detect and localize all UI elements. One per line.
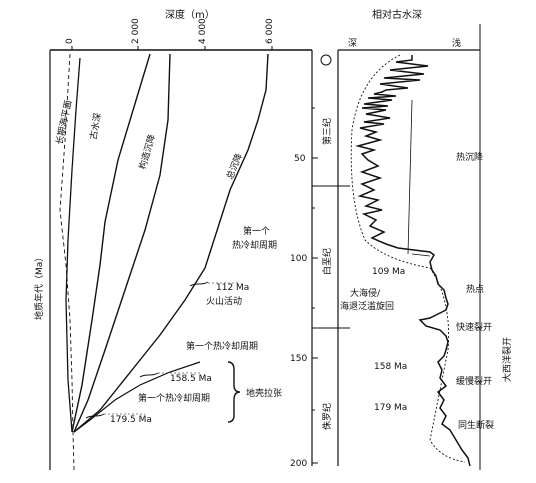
depth-tick-2000: 2 000 [131,18,141,44]
syn-rift-label: 同生断裂 [458,419,494,431]
leader-line-109 [407,99,413,255]
paleo-depth-envelope [350,54,466,463]
atlantic-rifting-label: 大西洋裂开 [501,337,513,382]
fast-rifting-label: 快速裂开 [456,321,492,333]
sea-level-curve [59,53,75,471]
depth-tick-4000: 4 000 [198,18,208,44]
volcanic-activity-label: 火山活动 [206,295,242,307]
shallow-label: 浅 [452,37,461,49]
depth-tick-6000: 6 000 [265,18,275,44]
volcanic-age-label: 112 Ma [216,283,249,293]
age-179-label: 179 Ma [374,403,407,413]
period-jurassic: 侏罗纪 [321,403,333,430]
extension-bracket [227,361,241,423]
age-axis-title: 地质年代（Ma） [33,253,45,320]
tectonic-subsidence-curve-outer [73,53,171,433]
crustal-extension-label: 地壳拉张 [246,387,282,399]
first-cycle-label-1: 第一个 [243,225,270,237]
age-158-label: 158 Ma [374,362,407,372]
slow-rifting-label: 缓慢裂开 [456,375,492,387]
tectonic-subsidence-label: 构造沉降 [136,133,157,171]
top-marker-circle [320,54,332,66]
paleo-water-depth-curve [65,57,81,433]
age-tick-50: 50 [294,154,306,164]
period-cretaceous: 白垩纪 [321,248,333,275]
paleo-depth-title: 相对古水深 [372,8,422,21]
depth-tick-0: 0 [65,38,75,44]
total-subsidence-label: 总沉降 [224,152,245,182]
thermal-subsidence-label: 热沉降 [456,151,483,163]
depth-axis-title: 深度（m） [165,8,215,21]
first-cycle-mid-label: 第一个热冷却周期 [186,340,258,352]
transgression-label-1: 大海侵/ [350,287,381,299]
tectonic-subsidence-curve [71,53,151,433]
age-179-5-label: 179.5 Ma [110,415,152,425]
age-tick-150: 150 [290,354,307,364]
age-158-5-label: 158.5 Ma [170,374,212,384]
first-cycle-curve [73,361,201,433]
age-tick-100: 100 [290,254,307,264]
deep-label: 深 [348,38,357,49]
sea-level-label: 长期海平面 [53,99,74,146]
age-109-label: 109 Ma [372,267,405,277]
first-cycle-low-label: 第一个热冷却周期 [138,392,210,404]
transgression-label-2: 海退泛滥旋回 [340,300,394,312]
period-tertiary: 第三纪 [321,118,333,145]
hotspot-label: 热点 [466,283,484,295]
paleo-water-depth-label: 古水深 [87,112,104,141]
age-tick-200: 200 [290,459,307,469]
first-cycle-label-2: 热冷却周期 [232,239,277,251]
paleo-depth-curve [355,55,471,467]
